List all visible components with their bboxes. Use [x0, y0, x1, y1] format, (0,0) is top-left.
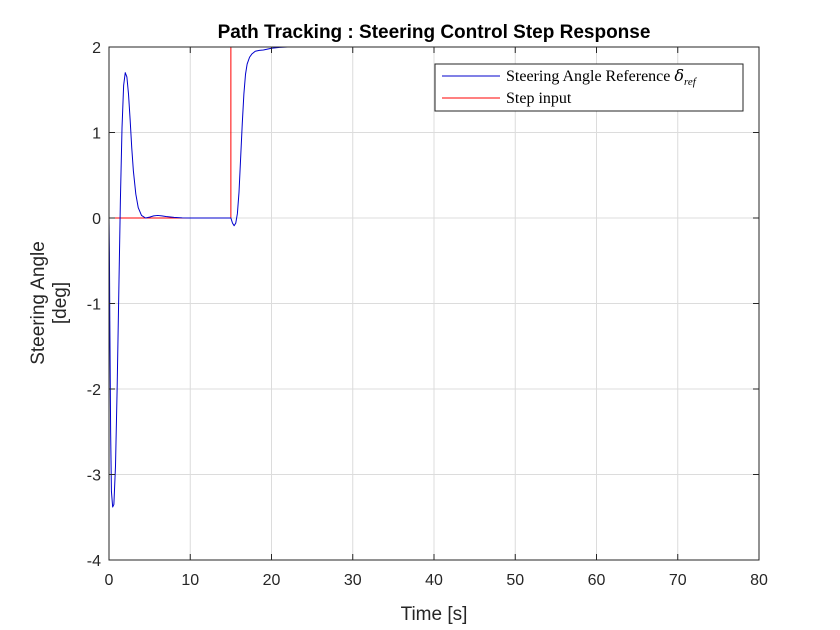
- y-tick-label: -1: [87, 297, 101, 314]
- x-tick-label: 30: [344, 572, 362, 589]
- y-tick-labels: -4 -3 -2 -1 0 1 2: [87, 40, 101, 570]
- y-tick-label: 0: [92, 211, 101, 228]
- series-line-steering-reference: [108, 46, 304, 508]
- y-axis-label-line2: [deg]: [50, 282, 71, 324]
- plot-area: [108, 46, 760, 561]
- x-tick-label: 20: [263, 572, 281, 589]
- x-tick-labels: 0 10 20 30 40 50 60 70 80: [105, 572, 768, 589]
- legend[interactable]: Steering Angle Reference δref Step input: [434, 63, 744, 112]
- x-tick-label: 70: [669, 572, 687, 589]
- x-tick-label: 0: [105, 572, 114, 589]
- legend-entry-reference: Steering Angle Reference δref: [506, 66, 698, 88]
- y-tick-label: 1: [92, 126, 101, 143]
- y-tick-label: -3: [87, 468, 101, 485]
- y-tick-label: -4: [87, 553, 101, 570]
- chart-title: Path Tracking : Steering Control Step Re…: [218, 22, 651, 43]
- x-tick-label: 10: [181, 572, 199, 589]
- x-axis-label: Time [s]: [401, 604, 468, 625]
- y-tick-label: -2: [87, 382, 101, 399]
- x-tick-label: 40: [425, 572, 443, 589]
- y-tick-label: 2: [92, 40, 101, 57]
- ticks: [108, 46, 760, 561]
- legend-box: [434, 63, 744, 112]
- y-axis-label-line1: Steering Angle: [28, 241, 49, 365]
- legend-reference-text: Steering Angle Reference: [506, 68, 674, 85]
- x-tick-label: 60: [588, 572, 606, 589]
- x-tick-label: 50: [506, 572, 524, 589]
- y-axis-label: Steering Angle [deg]: [28, 241, 71, 365]
- legend-entry-step: Step input: [506, 90, 572, 107]
- legend-reference-subscript: ref: [684, 76, 698, 88]
- legend-reference-symbol: δ: [674, 66, 684, 85]
- x-tick-label: 80: [750, 572, 768, 589]
